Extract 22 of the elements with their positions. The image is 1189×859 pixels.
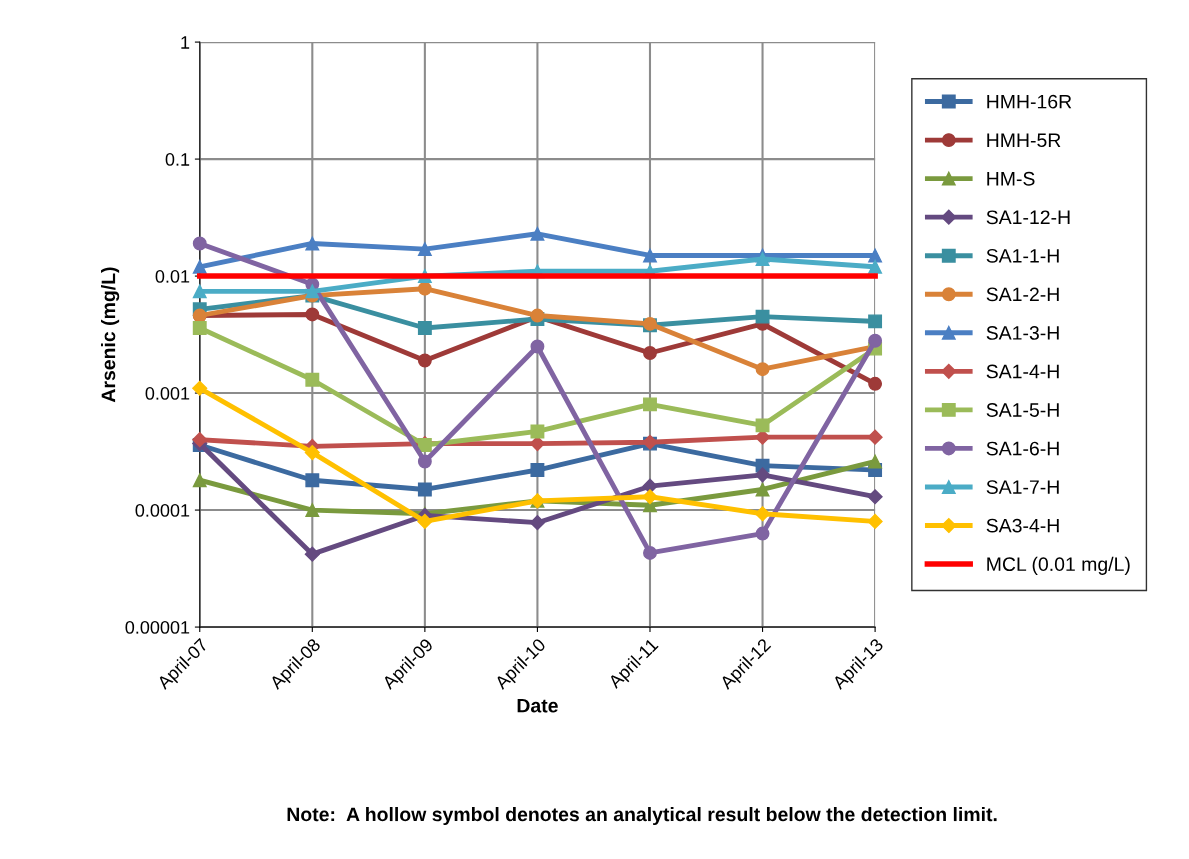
x-axis-title: Date	[517, 698, 558, 713]
legend-label: SA1-7-H	[986, 480, 1059, 494]
legend-label: HMH-16R	[987, 94, 1072, 109]
legend-label: SA1-1-H	[986, 248, 1059, 263]
y-tick-label: 0.1	[165, 153, 190, 166]
y-tick-label: 1	[181, 36, 190, 49]
text: Note: A hollow symbol denotes an analytical result below the detection limit.	[287, 806, 997, 826]
legend-label: SA1-4-H	[986, 364, 1059, 379]
y-tick-label: 0.0001	[135, 504, 190, 517]
legend-label: SA1-2-H	[986, 287, 1059, 302]
legend-label: HM-S	[987, 171, 1035, 186]
legend-label: MCL (0.01 mg/L)	[987, 556, 1130, 575]
legend-label: HMH-5R	[987, 133, 1061, 148]
y-tick-label: 0.01	[155, 270, 190, 283]
legend-label: SA1-3-H	[986, 326, 1059, 340]
y-tick-label: 0.00001	[125, 621, 190, 634]
y-tick-label: 0.001	[145, 387, 190, 400]
legend-label: SA3-4-H	[986, 518, 1059, 533]
legend-label: SA1-6-H	[986, 441, 1059, 456]
legend-label: SA1-5-H	[986, 403, 1059, 417]
legend-label: SA1-12-H	[986, 210, 1070, 225]
y-axis-title: Arsenic (mg/L)	[101, 267, 120, 403]
